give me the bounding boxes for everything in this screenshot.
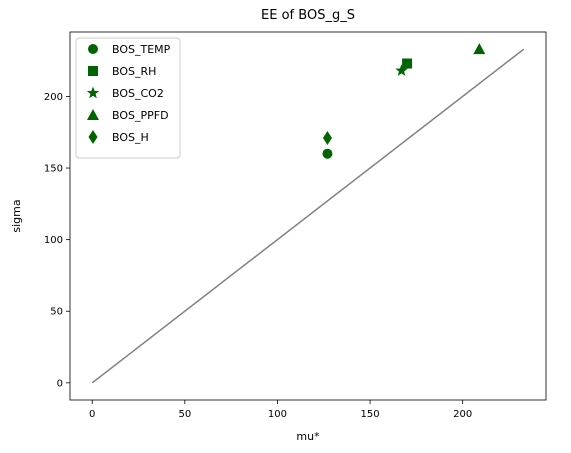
y-axis-label: sigma [10, 199, 23, 232]
legend-marker-bos-temp [88, 44, 98, 54]
legend-marker-bos-ppfd [87, 109, 99, 120]
chart-title: EE of BOS_g_S [261, 8, 355, 23]
x-tick-label: 0 [89, 409, 95, 420]
data-point-bos-co2 [395, 64, 408, 76]
y-tick-label: 50 [50, 307, 63, 318]
legend-box [75, 37, 181, 159]
y-tick-label: 150 [44, 164, 63, 175]
legend-marker-bos-rh [88, 66, 98, 76]
legend: BOS_TEMP BOS_RH BOS_CO2 BOS_PPFD BOS_H [75, 37, 181, 159]
y-tick-label: 100 [44, 235, 63, 246]
x-tick-label: 50 [178, 409, 191, 420]
x-tick-label: 200 [453, 409, 472, 420]
data-point-bos-ppfd [473, 43, 486, 55]
legend-label: BOS_RH [112, 65, 156, 78]
x-tick-label: 150 [360, 409, 379, 420]
plot-area-frame [69, 31, 547, 401]
data-point-bos-rh [402, 58, 413, 69]
data-point-bos-temp [322, 148, 333, 159]
legend-marker-bos-co2 [86, 86, 100, 99]
data-point-bos-h [322, 130, 332, 145]
x-axis-label: mu* [296, 430, 320, 443]
legend-label: BOS_H [112, 131, 149, 144]
y-tick-label: 0 [57, 378, 63, 389]
x-tick-label: 100 [268, 409, 287, 420]
reference-line [91, 48, 525, 384]
y-tick-label: 200 [44, 92, 63, 103]
legend-label: BOS_CO2 [112, 87, 164, 100]
legend-marker-bos-h [88, 130, 98, 144]
legend-label: BOS_TEMP [112, 43, 171, 56]
legend-label: BOS_PPFD [112, 109, 169, 122]
